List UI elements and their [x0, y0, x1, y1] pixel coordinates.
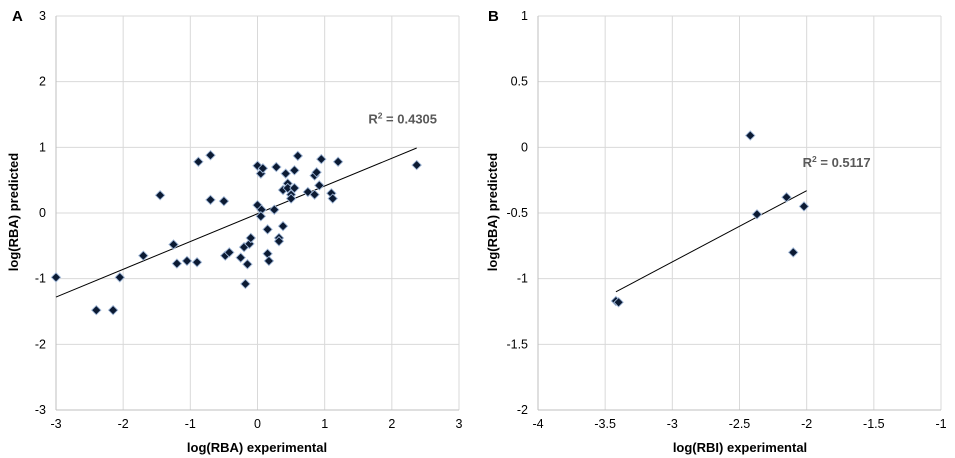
panel-a: A -3 -2 -1 0 1 2 3 -3 -2 -1 0 1 2 3 R2 = 0.4305 log(R…	[6, 8, 463, 455]
panel-a-data-point-31	[269, 204, 280, 215]
panel-a-data-point-12	[205, 194, 216, 206]
panel-a-data-point-43	[289, 165, 300, 176]
panel-b-tick-labels: -4 -3.5 -3 -2.5 -2 -1.5 -1 -2 -1.5 -1 -0.5 0 0.5 1	[506, 9, 946, 431]
panel-b-x-tick-label-4: -2	[801, 417, 812, 431]
panel-a-data-point-0	[50, 272, 62, 283]
panel-a-data-point-28	[262, 224, 273, 235]
panel-a-data-point-53	[332, 156, 344, 168]
panel-a-points	[50, 149, 422, 316]
panel-a-data-point-5	[154, 190, 166, 201]
panel-b-y-tick-label-6: 1	[521, 9, 528, 23]
panel-b-x-tick-label-0: -4	[532, 417, 543, 431]
panel-b-y-tick-label-0: -2	[517, 403, 528, 417]
panel-a-x-tick-label-5: 2	[388, 417, 395, 431]
panel-a-data-point-26	[257, 163, 269, 174]
panel-a-data-point-36	[277, 220, 289, 232]
panel-a-data-point-52	[327, 193, 338, 204]
panel-b-y-tick-label-5: 0.5	[511, 75, 528, 89]
panel-a-axes	[55, 16, 459, 411]
panel-b-y-tick-label-4: 0	[521, 140, 528, 154]
panel-b-r2-label: R2 = 0.5117	[803, 154, 871, 170]
panel-a-x-tick-label-4: 1	[321, 417, 328, 431]
panel-b-data-point-4	[781, 192, 792, 203]
panel-a-data-point-21	[245, 232, 257, 244]
panel-a-trendline-group	[55, 147, 417, 298]
panel-a-y-tick-label-0: -3	[35, 403, 46, 417]
panel-a-data-point-3	[114, 272, 126, 283]
panel-a-data-point-44	[292, 150, 304, 162]
panel-b-letter: B	[488, 8, 499, 25]
panel-a-y-tick-label-4: 1	[39, 140, 46, 154]
panel-a-y-tick-label-5: 2	[39, 75, 46, 89]
panel-a-data-point-15	[224, 247, 235, 258]
panel-a-letter: A	[12, 8, 23, 25]
panel-a-data-point-19	[242, 258, 253, 270]
panel-b-x-axis-title: log(RBI) experimental	[673, 440, 807, 455]
panel-a-data-point-32	[271, 161, 282, 173]
panel-b-data-point-5	[787, 247, 799, 258]
panel-a-data-point-30	[263, 255, 275, 267]
panel-a-data-point-37	[280, 168, 291, 179]
panel-a-x-axis-title: log(RBA) experimental	[187, 440, 327, 455]
panel-a-trendline	[55, 147, 417, 298]
panel-a-data-point-48	[311, 167, 322, 178]
panel-a-data-point-27	[255, 211, 267, 222]
panel-b-trendline	[615, 190, 807, 293]
panel-a-x-tick-label-1: -2	[118, 417, 129, 431]
panel-a-x-tick-label-0: -3	[50, 417, 61, 431]
panel-a-x-tick-label-2: -1	[185, 417, 196, 431]
panel-b-points	[610, 130, 810, 308]
panel-b-grid	[538, 15, 942, 410]
panel-b-trendline-group	[615, 190, 807, 293]
panel-b-axes	[537, 16, 941, 411]
panel-a-x-tick-label-3: 0	[254, 417, 261, 431]
panel-b-x-tick-label-2: -3	[667, 417, 678, 431]
panel-a-tick-labels: -3 -2 -1 0 1 2 3 -3 -2 -1 0 1 2 3	[35, 9, 463, 431]
panel-b-y-tick-label-3: -0.5	[506, 206, 528, 220]
panel-a-data-point-16	[235, 252, 246, 263]
panel-a-data-point-7	[171, 258, 183, 269]
panel-a-data-point-41	[285, 193, 297, 204]
panel-a-y-tick-label-3: 0	[39, 206, 46, 220]
panel-a-data-point-4	[138, 250, 149, 261]
panel-a-r2-label: R2 = 0.4305	[368, 111, 437, 127]
panel-a-data-point-46	[309, 189, 320, 200]
panel-b-x-tick-label-5: -1.5	[863, 417, 885, 431]
panel-b-data-point-2	[745, 130, 756, 141]
panel-a-data-point-13	[218, 195, 230, 207]
panel-a-data-point-29	[262, 248, 273, 259]
panel-a-grid	[56, 15, 460, 410]
panel-a-data-point-1	[91, 304, 102, 316]
panel-b-data-point-6	[798, 201, 810, 212]
panel-b-x-tick-label-3: -2.5	[729, 417, 751, 431]
panel-a-data-point-34	[273, 236, 285, 247]
panel-b: B -4 -3.5 -3 -2.5 -2 -1.5 -1-2-1.5-1-0.500.51 …	[485, 8, 947, 455]
panel-a-data-point-10	[193, 156, 204, 168]
panel-a-data-point-2	[107, 304, 119, 316]
panel-a-data-point-50	[316, 153, 327, 165]
panel-b-x-tick-label-6: -1	[935, 417, 946, 431]
panel-b-data-point-3	[751, 209, 763, 220]
panel-a-data-point-8	[181, 255, 193, 267]
panel-a-data-point-54	[411, 159, 422, 171]
panel-a-data-point-11	[205, 149, 216, 161]
panel-a-data-point-49	[314, 180, 325, 191]
panel-b-y-tick-label-1: -1.5	[506, 337, 528, 351]
panel-a-data-point-9	[191, 257, 203, 268]
panel-a-y-tick-label-1: -2	[35, 337, 46, 351]
panel-a-data-point-18	[240, 278, 251, 290]
panel-a-y-axis-title: log(RBA) predicted	[6, 153, 21, 272]
panel-a-data-point-42	[289, 182, 300, 194]
panel-b-data-point-1	[613, 297, 624, 308]
panel-a-y-tick-label-6: 3	[39, 9, 46, 23]
panel-a-x-tick-label-6: 3	[456, 417, 463, 431]
panel-b-y-axis-title: log(RBA) predicted	[485, 153, 500, 272]
panel-b-x-tick-label-1: -3.5	[594, 417, 616, 431]
panel-a-y-tick-label-2: -1	[35, 272, 46, 286]
panel-a-data-point-6	[168, 239, 179, 250]
panel-b-y-tick-label-2: -1	[517, 272, 528, 286]
